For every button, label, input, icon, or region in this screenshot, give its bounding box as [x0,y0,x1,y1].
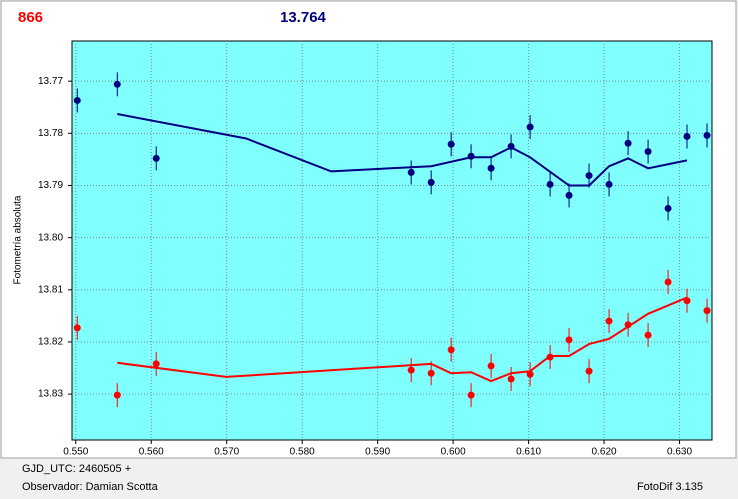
y-tick-label: 13.81 [38,284,63,295]
x-tick-label: 0.580 [290,447,315,458]
data-point [113,80,121,88]
data-point [526,370,534,378]
data-point [152,360,160,368]
data-point [703,307,711,315]
x-tick-label: 0.600 [441,447,466,458]
data-point [73,96,81,104]
data-point [507,375,515,383]
y-tick-label: 13.77 [38,76,63,87]
footer-line: Observador: Damian Scotta [22,481,159,493]
data-point [644,148,652,156]
data-point [407,168,415,176]
data-point [113,391,121,399]
y-tick-label: 13.83 [38,389,63,400]
x-tick-label: 0.630 [667,447,692,458]
data-point [73,324,81,332]
data-point [152,154,160,162]
data-point [487,362,495,370]
data-point [526,123,534,131]
data-point [447,140,455,148]
x-tick-label: 0.570 [214,447,239,458]
x-tick-label: 0.590 [365,447,390,458]
x-tick-label: 0.550 [63,447,88,458]
data-point [585,367,593,375]
magnitude: 13.764 [280,9,327,26]
data-point [703,131,711,139]
footer-line: GJD_UTC: 2460505 + [22,463,131,475]
data-point [565,191,573,199]
y-tick-label: 13.79 [38,180,63,191]
y-axis-label: Fotometría absoluta [13,195,24,284]
data-point [467,391,475,399]
data-point [605,317,613,325]
data-point [644,331,652,339]
y-tick-label: 13.82 [38,337,63,348]
data-point [624,139,632,147]
x-tick-label: 0.620 [592,447,617,458]
data-point [664,278,672,286]
data-point [447,346,455,354]
data-point [565,336,573,344]
fit-line [117,296,688,383]
data-point [487,164,495,172]
data-point [683,132,691,140]
footer-right: FotoDif 3.135 [637,481,703,493]
y-tick-label: 13.78 [38,128,63,139]
fit-line [117,113,688,187]
data-point [427,369,435,377]
data-point [407,366,415,374]
data-point [427,178,435,186]
data-point [546,180,554,188]
star-id: 866 [18,9,43,26]
x-tick-label: 0.560 [139,447,164,458]
x-tick-label: 0.610 [516,447,541,458]
y-tick-label: 13.80 [38,232,63,243]
plot-area [71,40,713,441]
data-point [605,180,613,188]
data-point [664,204,672,212]
data-point [585,172,593,180]
